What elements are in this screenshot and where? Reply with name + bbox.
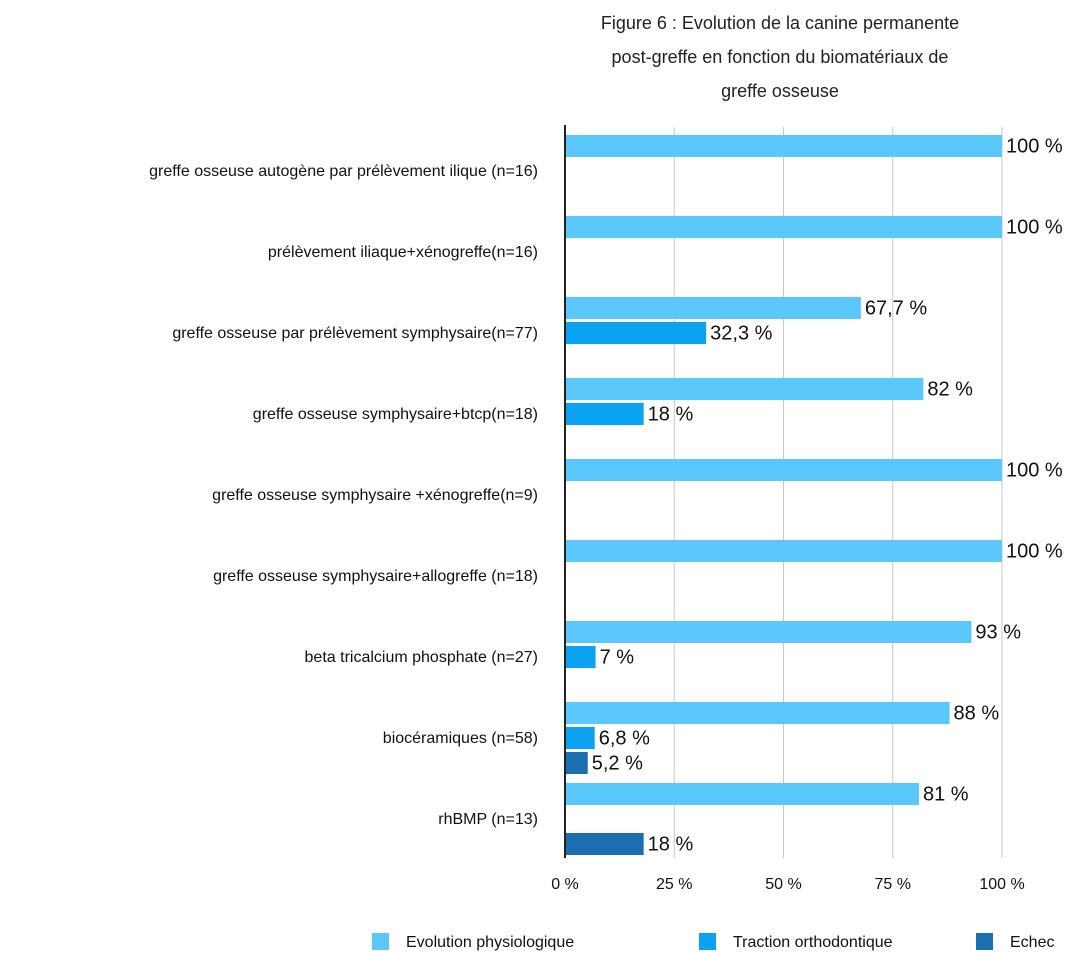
legend-swatch (372, 933, 389, 950)
y-tick-label: prélèvement iliaque+xénogreffe(n=16) (268, 244, 538, 261)
y-tick-label: greffe osseuse symphysaire +xénogreffe(n… (212, 487, 538, 504)
value-label: 18 % (648, 403, 694, 425)
y-tick-label: greffe osseuse par prélèvement symphysai… (172, 325, 538, 342)
value-label: 82 % (927, 378, 973, 400)
legend-label: Traction orthodontique (733, 934, 893, 951)
value-label: 6,8 % (599, 727, 650, 749)
bar (565, 540, 1002, 562)
value-label: 93 % (975, 621, 1021, 643)
value-label: 88 % (954, 702, 1000, 724)
legend-swatch (699, 933, 716, 950)
bar (565, 459, 1002, 481)
bar (565, 621, 972, 643)
y-tick-label: beta tricalcium phosphate (n=27) (305, 649, 538, 666)
bar (565, 403, 644, 425)
bar (565, 135, 1002, 157)
legend-swatch (976, 933, 993, 950)
value-label: 81 % (923, 783, 969, 805)
bar (565, 297, 861, 319)
y-tick-label: greffe osseuse symphysaire+allogreffe (n… (213, 568, 538, 585)
value-label: 18 % (648, 833, 694, 855)
x-tick-label: 75 % (875, 876, 911, 893)
legend-label: Evolution physiologique (406, 934, 574, 951)
value-label: 5,2 % (592, 752, 643, 774)
bar (565, 727, 595, 749)
value-label: 100 % (1006, 135, 1063, 157)
y-tick-label: biocéramiques (n=58) (383, 730, 538, 747)
bar (565, 322, 707, 344)
value-label: 100 % (1006, 540, 1063, 562)
bar (565, 216, 1002, 238)
y-tick-label: greffe osseuse symphysaire+btcp(n=18) (253, 406, 538, 423)
bar (565, 752, 588, 774)
x-tick-label: 50 % (765, 876, 801, 893)
value-label: 67,7 % (865, 297, 927, 319)
x-tick-label: 25 % (656, 876, 692, 893)
x-tick-label: 0 % (551, 876, 579, 893)
bar (565, 702, 950, 724)
bar (565, 783, 919, 805)
legend-label: Echec (1010, 934, 1054, 951)
bar (565, 646, 596, 668)
bar (565, 378, 924, 400)
value-label: 100 % (1006, 459, 1063, 481)
chart-title: Figure 6 : Evolution de la canine perman… (600, 13, 960, 101)
value-label: 100 % (1006, 216, 1063, 238)
bar (565, 833, 644, 855)
y-tick-label: rhBMP (n=13) (438, 811, 538, 828)
value-label: 7 % (600, 646, 635, 668)
y-tick-label: greffe osseuse autogène par prélèvement … (149, 163, 538, 180)
x-tick-label: 100 % (979, 876, 1024, 893)
value-label: 32,3 % (710, 322, 772, 344)
